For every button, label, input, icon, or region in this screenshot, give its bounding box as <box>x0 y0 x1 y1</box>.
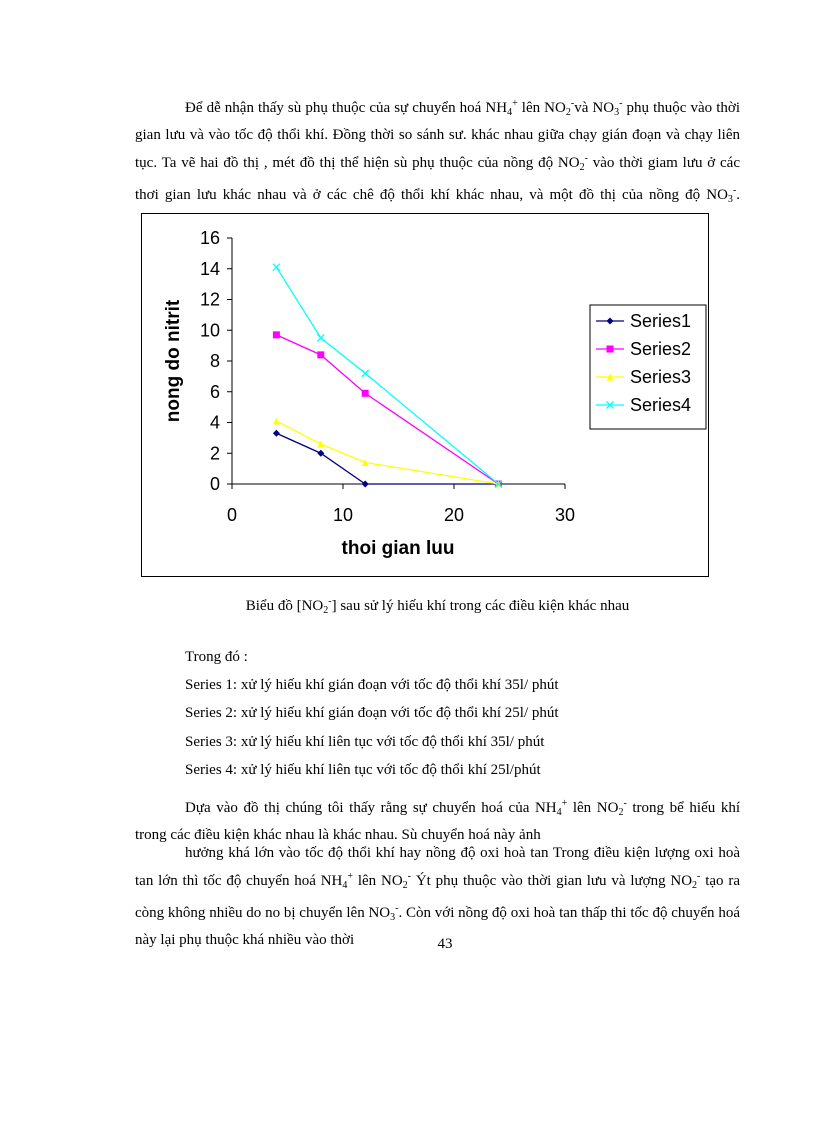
x-tick-label: 20 <box>444 505 464 525</box>
marker <box>272 331 280 339</box>
text-run: lên NO <box>517 100 566 116</box>
paragraph: hưởng khá lớn vào tốc độ thổi khí hay nồ… <box>135 842 740 952</box>
text-run: ] sau sử lý hiếu khí trong các điều kiện… <box>331 598 630 614</box>
series-note: Series 1: xử lý hiếu khí gián đoạn với t… <box>185 677 559 693</box>
text-run: 3 <box>390 912 396 923</box>
paragraph: Dựa vào đồ thị chúng tôi thấy rằng sự ch… <box>135 792 740 847</box>
text-run: Dựa vào đồ thị chúng tôi thấy rằng sự ch… <box>185 800 557 816</box>
y-tick-label: 2 <box>210 443 220 463</box>
paragraph: Để dễ nhận thấy sù phụ thuộc của sự chuy… <box>135 92 740 211</box>
text-run: - <box>395 903 399 914</box>
x-tick-label: 30 <box>555 505 575 525</box>
text-run: 4 <box>342 880 348 891</box>
text-run: . <box>736 187 740 203</box>
text-run: - <box>619 98 623 109</box>
series-note: Series 4: xử lý hiếu khí liên tục với tố… <box>185 762 541 778</box>
text-run: trong bể hiếu khí trong các điều kiện kh… <box>135 800 740 843</box>
marker <box>494 480 503 488</box>
text-run: 3 <box>614 107 620 118</box>
marker <box>361 480 369 488</box>
legend-box <box>589 304 707 430</box>
text-run: - <box>732 185 737 196</box>
legend-label: Series2 <box>630 339 691 359</box>
text-run: - <box>328 596 332 607</box>
text-run: 2 <box>323 605 329 616</box>
text-run: lên NO <box>353 873 403 889</box>
y-tick-label: 4 <box>210 413 220 433</box>
text-run: 4 <box>556 807 562 818</box>
text-run: Biểu đồ [NO <box>245 598 324 614</box>
legend-label: Series3 <box>630 367 691 387</box>
text-run: lên NO <box>567 800 619 816</box>
text-run: - <box>697 871 701 882</box>
legend-label: Series1 <box>630 311 691 331</box>
marker <box>606 401 614 409</box>
text-run: 3 <box>727 194 733 205</box>
caption: Biểu đồ [NO2-] sau sử lý hiếu khí trong … <box>135 590 740 622</box>
y-tick-label: 0 <box>210 474 220 494</box>
y-tick-label: 14 <box>200 259 220 279</box>
marker <box>272 429 280 437</box>
series-note: Series 2: xử lý hiếu khí gián đoạn với t… <box>185 705 559 721</box>
text-run: và NO <box>574 100 615 116</box>
marker <box>317 351 325 359</box>
text-run: 2 <box>402 880 408 891</box>
text-run: hưởng khá lớn vào tốc độ thổi khí hay nồ… <box>135 845 740 889</box>
series-line <box>275 266 499 485</box>
text-run: 4 <box>507 107 513 118</box>
series-note: Series 3: xử lý hiếu khí liên tục với tố… <box>185 734 545 750</box>
page-number: 43 <box>437 936 453 952</box>
marker <box>361 369 370 378</box>
legend-label: Series4 <box>630 395 691 415</box>
marker <box>606 373 614 381</box>
text-run: vào thời giam lưu ở các thơi gian lưu kh… <box>135 155 740 203</box>
marker <box>316 333 325 342</box>
y-tick-label: 6 <box>210 382 220 402</box>
text-run: - <box>407 871 412 882</box>
x-axis-title: thoi gian luu <box>342 538 455 559</box>
marker <box>606 345 614 353</box>
marker <box>361 458 369 466</box>
marker <box>317 449 325 457</box>
list-intro: Trong đó : <box>185 649 248 665</box>
y-tick-label: 16 <box>200 228 220 248</box>
series-line <box>276 432 499 485</box>
series-line <box>276 334 499 485</box>
text-run: 2 <box>618 807 624 818</box>
text-run: tạo ra còng không nhiều do no bị chuyển … <box>135 873 740 921</box>
chart: thoi gian luu nong do nitrit 0 2 4 6 8 10 12 14… <box>141 213 709 577</box>
series-line <box>276 420 499 485</box>
text-run: Để dễ nhận thấy sù phụ thuộc của sự chuy… <box>185 100 508 116</box>
text-run: + <box>347 871 354 882</box>
marker <box>317 440 325 448</box>
marker <box>272 263 281 272</box>
y-tick-label: 10 <box>200 320 220 340</box>
marker <box>606 317 614 325</box>
y-tick-label: 12 <box>200 290 220 310</box>
text-run: 2 <box>692 880 698 891</box>
text-run: - <box>570 98 575 109</box>
text-run: . Còn với nồng độ oxi hoà tan thấp thi t… <box>135 905 740 948</box>
x-tick-label: 0 <box>227 505 237 525</box>
text-run: - <box>584 153 588 164</box>
y-axis-title: nong do nitrit <box>163 299 184 422</box>
marker <box>272 417 280 425</box>
text-run: + <box>561 798 568 809</box>
marker <box>361 389 369 397</box>
text-run: Ýt phụ thuộc vào thời gian lưu và lượng … <box>411 873 693 889</box>
text-run: 2 <box>565 107 571 118</box>
y-tick-label: 8 <box>210 351 220 371</box>
text-run: - <box>623 798 627 809</box>
x-tick-label: 10 <box>333 505 353 525</box>
text-run: phụ thuộc vào thời gian lưu và vào tốc đ… <box>135 100 741 171</box>
text-run: + <box>512 98 518 109</box>
text-run: 2 <box>579 162 585 173</box>
